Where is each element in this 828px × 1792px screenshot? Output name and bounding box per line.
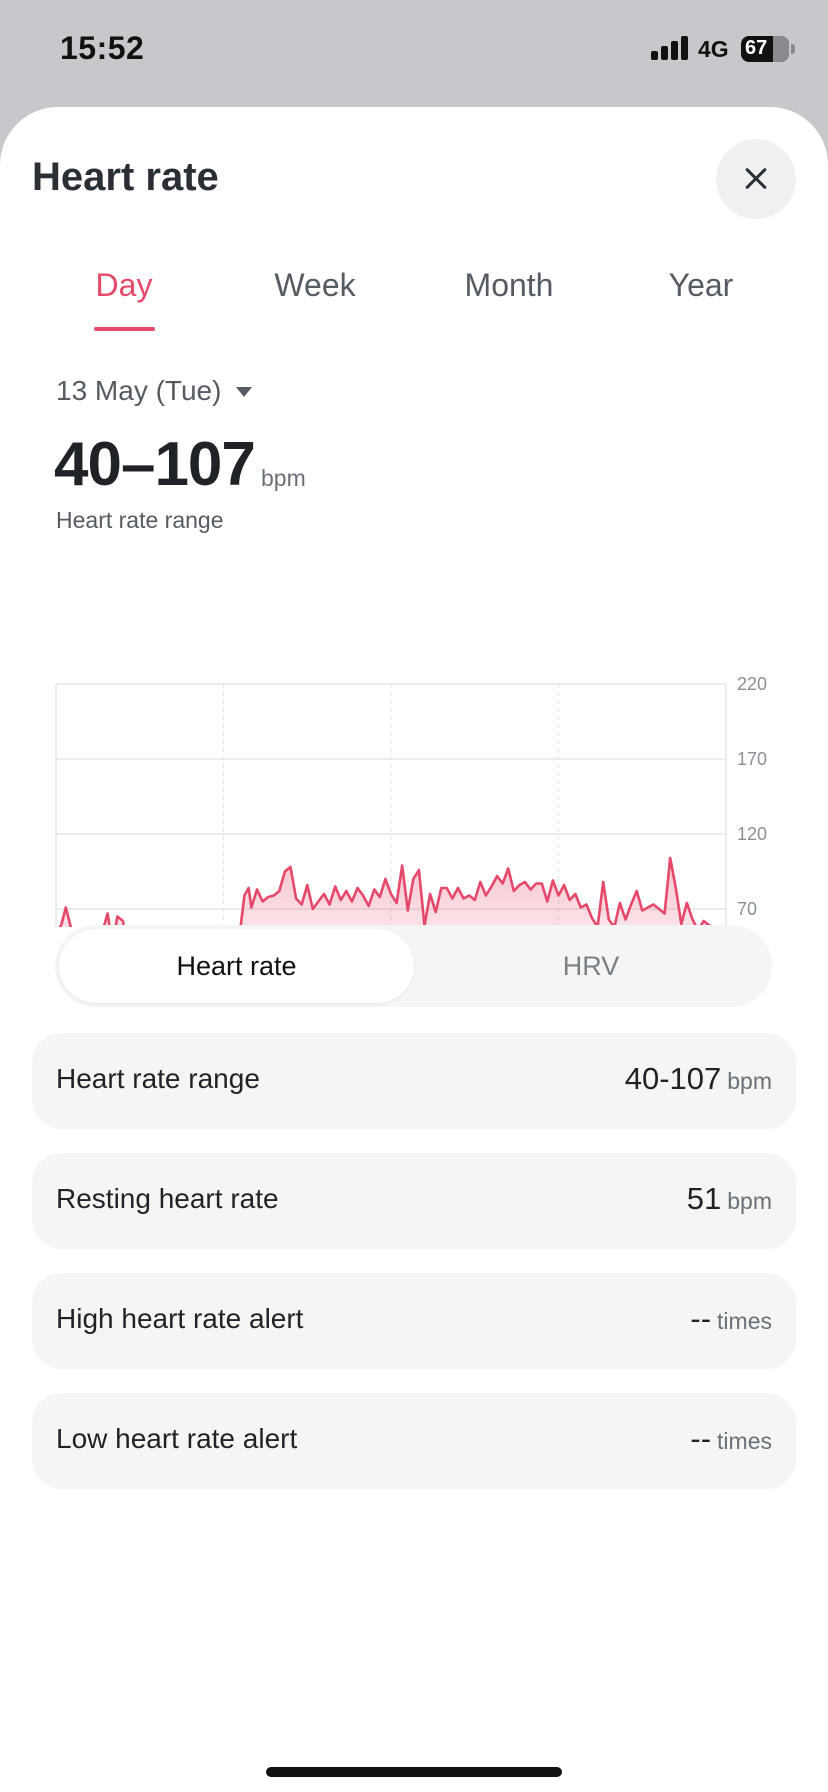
stat-unit: bpm — [727, 1068, 772, 1094]
cellular-signal-icon — [651, 36, 691, 60]
heart-rate-range-unit: bpm — [261, 465, 306, 491]
date-selector[interactable]: 13 May (Tue) — [56, 375, 222, 406]
period-tabs: Day Week Month Year — [0, 267, 828, 347]
active-tab-indicator — [94, 327, 155, 331]
toggle-heart-rate[interactable]: Heart rate — [59, 929, 414, 1003]
heart-rate-range-label: Heart rate range — [56, 507, 224, 533]
toggle-hrv[interactable]: HRV — [562, 950, 620, 981]
status-bar: 15:52 4G 67 — [0, 0, 828, 100]
y-tick-label: 220 — [737, 674, 767, 694]
heart-rate-area — [60, 858, 715, 927]
stat-value: 40-107 — [624, 1061, 722, 1096]
stat-unit: bpm — [727, 1188, 772, 1214]
stat-value-group: -- times — [690, 1421, 772, 1457]
heart-rate-range-value: 40–107 — [54, 430, 256, 499]
y-tick-label: 120 — [737, 824, 767, 844]
stat-value-group: -- times — [690, 1301, 772, 1337]
caret-down-icon[interactable] — [236, 387, 252, 397]
battery-icon: 67 — [741, 36, 789, 62]
stat-label: Resting heart rate — [56, 1183, 279, 1214]
stat-card-low-heart-rate-alert[interactable]: Low heart rate alert -- times — [32, 1393, 796, 1489]
y-tick-label: 170 — [737, 749, 767, 769]
stat-label: High heart rate alert — [56, 1303, 304, 1334]
battery-tip — [791, 44, 795, 54]
tab-week[interactable]: Week — [274, 267, 356, 303]
heart-rate-sheet: Heart rate Day Week Month Year 13 May (T… — [0, 107, 828, 1792]
stat-label: Heart rate range — [56, 1063, 260, 1094]
stat-value-group: 40-107 bpm — [625, 1061, 772, 1097]
network-type: 4G — [698, 36, 729, 62]
battery-level: 67 — [745, 37, 768, 59]
home-indicator — [266, 1767, 562, 1777]
stat-unit: times — [717, 1428, 772, 1454]
heart-rate-line — [58, 856, 720, 927]
stat-unit: times — [717, 1308, 772, 1334]
close-button[interactable] — [716, 139, 796, 219]
stat-card-high-heart-rate-alert[interactable]: High heart rate alert -- times — [32, 1273, 796, 1369]
heart-rate-chart[interactable]: 220170120702000:0006:0012:0018:00 — [0, 557, 828, 927]
sheet-title: Heart rate — [32, 155, 219, 199]
tab-month[interactable]: Month — [464, 267, 554, 303]
tab-day[interactable]: Day — [95, 267, 153, 303]
stat-value: 51 — [686, 1181, 722, 1216]
stat-value-group: 51 bpm — [687, 1181, 772, 1217]
status-time: 15:52 — [60, 30, 145, 66]
metric-toggle: Heart rate HRV — [55, 925, 772, 1007]
stat-label: Low heart rate alert — [56, 1423, 298, 1454]
y-tick-label: 70 — [737, 899, 757, 919]
stat-card-resting-heart-rate[interactable]: Resting heart rate 51 bpm — [32, 1153, 796, 1249]
stat-value: -- — [690, 1301, 712, 1336]
stat-card-heart-rate-range[interactable]: Heart rate range 40-107 bpm — [32, 1033, 796, 1129]
stat-value: -- — [690, 1421, 712, 1456]
tab-year[interactable]: Year — [668, 267, 734, 303]
